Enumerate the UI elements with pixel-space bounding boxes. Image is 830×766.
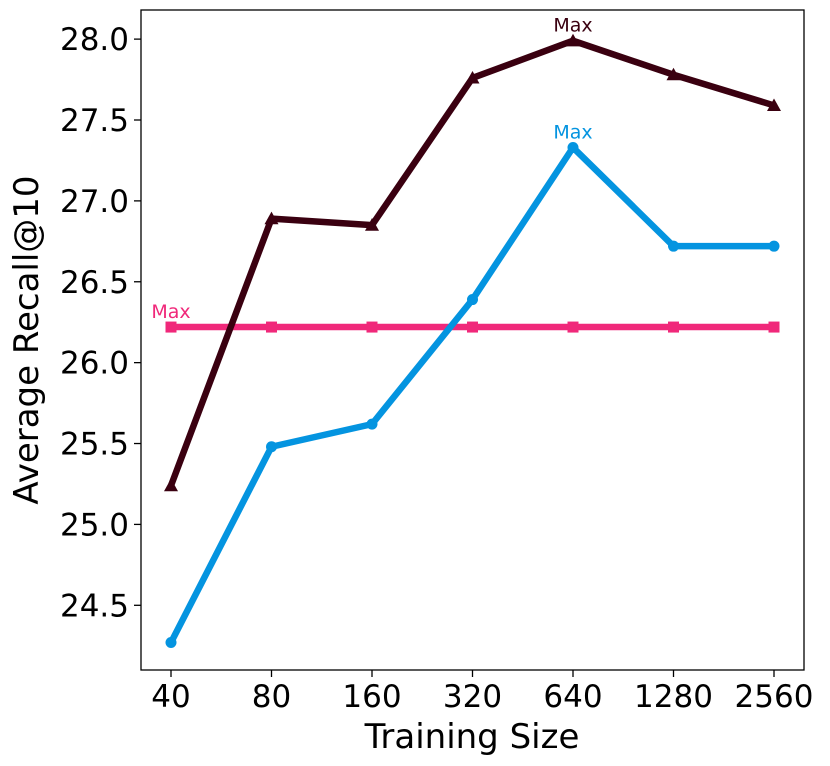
data-point — [266, 441, 277, 453]
series-line-triangle — [167, 37, 778, 489]
data-point — [366, 418, 378, 430]
data-point — [566, 33, 580, 47]
x-tick-label: 1280 — [634, 679, 713, 715]
data-point — [164, 478, 178, 492]
data-point — [668, 321, 679, 333]
x-tick-label: 40 — [151, 679, 190, 715]
y-tick-label: 25.5 — [60, 427, 129, 463]
x-tick-label: 2560 — [735, 679, 814, 715]
y-axis-title: Average Recall@10 — [7, 175, 47, 504]
y-tick-label: 26.5 — [60, 265, 129, 301]
data-point — [768, 321, 780, 333]
y-tick-label: 28.0 — [60, 22, 129, 58]
series-line-circle — [167, 144, 778, 646]
data-point — [768, 240, 780, 252]
x-tick-label: 80 — [252, 679, 291, 715]
y-tick-label: 27.0 — [60, 184, 129, 220]
series-square — [165, 321, 780, 333]
x-tick-label: 160 — [342, 679, 401, 715]
y-tick-label: 26.0 — [60, 346, 129, 382]
data-point — [165, 637, 177, 648]
data-point — [365, 218, 379, 231]
data-point — [666, 67, 681, 81]
data-point — [465, 70, 480, 84]
series-layer — [164, 33, 781, 648]
data-point — [366, 321, 378, 333]
max-annotation-triangle: Max — [553, 15, 592, 37]
y-axis: 24.5 25.0 25.5 26.0 26.5 27.0 27.5 28.0 — [60, 22, 141, 624]
x-tick-label: 320 — [443, 679, 502, 715]
series-triangle — [164, 33, 781, 492]
x-axis-title: Training Size — [364, 717, 580, 757]
data-point — [266, 321, 277, 333]
x-tick-label: 640 — [543, 679, 602, 715]
y-tick-label: 24.5 — [60, 588, 129, 624]
y-tick-label: 25.0 — [60, 507, 129, 543]
data-point — [467, 294, 478, 306]
data-point — [567, 321, 579, 333]
data-point — [668, 240, 679, 252]
max-annotation-circle: Max — [553, 122, 592, 144]
data-point — [165, 321, 177, 333]
data-point — [767, 98, 781, 112]
max-annotation-square: Max — [151, 301, 190, 323]
data-point — [264, 211, 279, 225]
data-point — [467, 321, 478, 333]
annotation-layer: Max Max Max — [151, 15, 592, 323]
plot-frame — [140, 9, 805, 671]
data-point — [567, 142, 579, 153]
series-circle — [165, 142, 780, 648]
x-axis: 40 80 160 320 640 1280 2560 — [151, 670, 813, 715]
y-tick-label: 27.5 — [60, 103, 129, 139]
